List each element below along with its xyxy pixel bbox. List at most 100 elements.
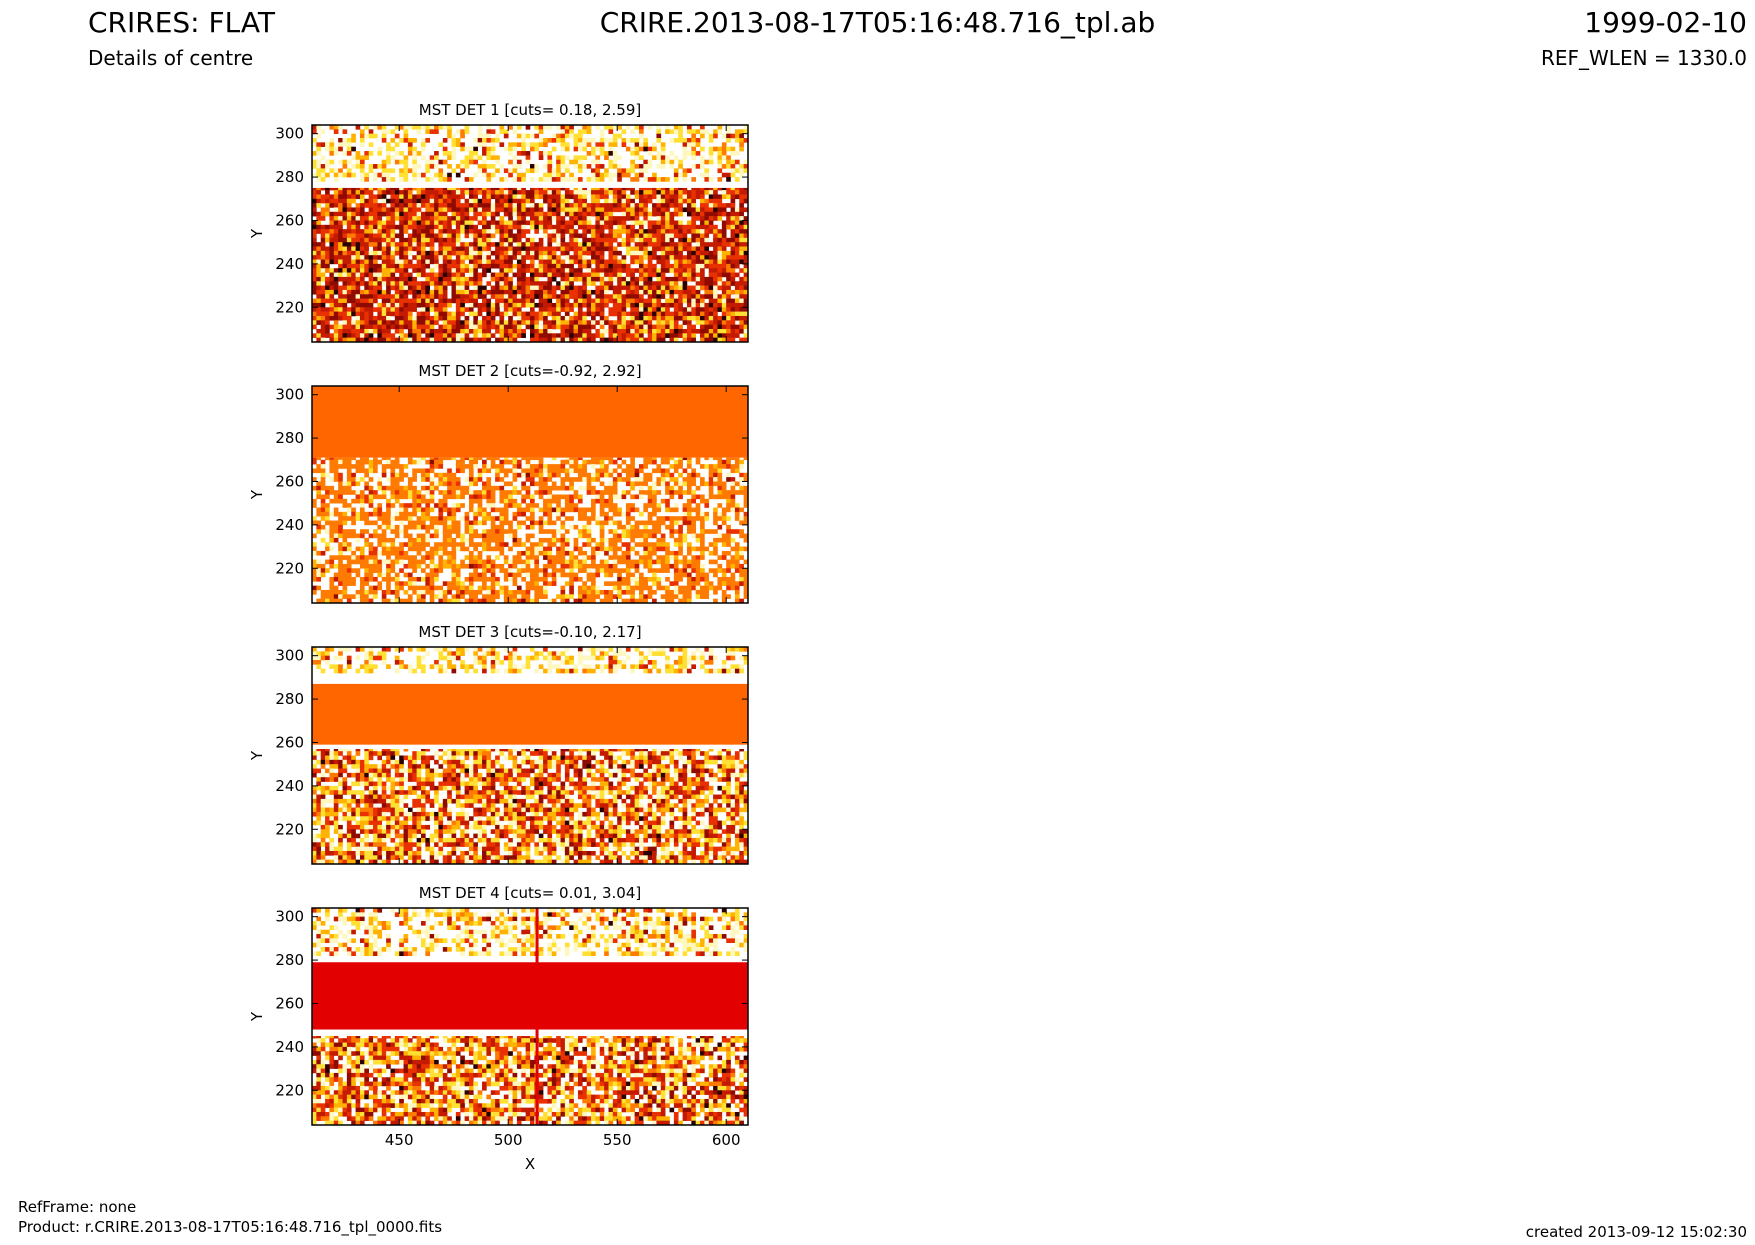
heatmap-cell bbox=[730, 187, 736, 191]
heatmap-cell bbox=[373, 328, 378, 334]
heatmap-cell bbox=[320, 255, 326, 260]
heatmap-cell bbox=[582, 516, 587, 521]
heatmap-cell bbox=[608, 320, 614, 325]
heatmap-cell bbox=[516, 285, 522, 291]
heatmap-cell bbox=[407, 250, 413, 256]
heatmap-cell bbox=[516, 172, 522, 178]
heatmap-cell bbox=[708, 220, 714, 226]
heatmap-cell bbox=[477, 272, 483, 278]
heatmap-cell bbox=[660, 211, 666, 217]
heatmap-cell bbox=[490, 494, 496, 500]
heatmap-cell bbox=[490, 242, 496, 247]
heatmap-cell bbox=[673, 203, 679, 208]
heatmap-cell bbox=[451, 151, 457, 156]
heatmap-cell bbox=[639, 220, 644, 226]
heatmap-cell bbox=[377, 229, 383, 234]
heatmap-cell bbox=[359, 159, 365, 165]
heatmap-cell bbox=[586, 320, 592, 325]
heatmap-cell bbox=[582, 229, 587, 234]
heatmap-cell bbox=[582, 507, 587, 513]
heatmap-cell bbox=[486, 207, 492, 213]
heatmap-cell bbox=[595, 498, 601, 504]
heatmap-cell bbox=[577, 307, 583, 312]
heatmap-cell bbox=[495, 259, 500, 265]
heatmap-cell bbox=[682, 511, 688, 517]
heatmap-cell bbox=[407, 289, 413, 295]
heatmap-cell bbox=[577, 138, 583, 143]
heatmap-cell bbox=[599, 187, 605, 191]
heatmap-cell bbox=[490, 276, 496, 282]
heatmap-cell bbox=[364, 177, 369, 182]
heatmap-cell bbox=[316, 294, 322, 299]
heatmap-cell bbox=[739, 276, 744, 282]
heatmap-cell bbox=[608, 263, 614, 269]
heatmap-cell bbox=[582, 142, 587, 147]
heatmap-cell bbox=[577, 272, 583, 278]
heatmap-cell bbox=[730, 194, 736, 200]
heatmap-cell bbox=[473, 190, 478, 195]
heatmap-cell bbox=[713, 285, 718, 291]
heatmap-cell bbox=[399, 168, 404, 174]
heatmap-cell bbox=[495, 255, 500, 260]
heatmap-cell bbox=[656, 255, 662, 260]
heatmap-cell bbox=[721, 133, 727, 139]
heatmap-cell bbox=[421, 259, 426, 265]
heatmap-cell bbox=[704, 457, 710, 461]
heatmap-cell bbox=[530, 187, 535, 191]
heatmap-cell bbox=[312, 302, 317, 308]
heatmap-cell bbox=[708, 281, 714, 286]
heatmap-cell bbox=[386, 477, 391, 482]
heatmap-cell bbox=[625, 294, 631, 299]
heatmap-cell bbox=[625, 146, 631, 152]
heatmap-cell bbox=[726, 307, 731, 312]
heatmap-cell bbox=[342, 459, 348, 465]
heatmap-cell bbox=[447, 255, 452, 260]
heatmap-cell bbox=[394, 289, 400, 295]
heatmap-cell bbox=[582, 468, 587, 474]
heatmap-cell bbox=[473, 490, 478, 495]
heatmap-cell bbox=[451, 233, 457, 239]
heatmap-cell bbox=[543, 246, 548, 252]
heatmap-cell bbox=[503, 472, 509, 478]
heatmap-cell bbox=[604, 187, 609, 191]
heatmap-cell bbox=[586, 177, 592, 182]
heatmap-cell bbox=[652, 307, 657, 312]
heatmap-cell bbox=[329, 298, 335, 304]
heatmap-cell bbox=[726, 159, 731, 165]
heatmap-cell bbox=[678, 255, 683, 260]
heatmap-cell bbox=[403, 276, 409, 282]
heatmap-cell bbox=[320, 324, 326, 330]
heatmap-cell bbox=[355, 237, 361, 243]
heatmap-cell bbox=[386, 155, 391, 161]
heatmap-cell bbox=[577, 457, 583, 461]
heatmap-cell bbox=[713, 224, 718, 230]
det-panel-2: MST DET 2 [cuts=-0.92, 2.92]220240260280… bbox=[248, 362, 749, 604]
heatmap-cell bbox=[591, 307, 596, 312]
heatmap-cell bbox=[726, 216, 731, 221]
heatmap-cell bbox=[621, 320, 627, 325]
heatmap-cell bbox=[516, 272, 522, 278]
heatmap-cell bbox=[325, 285, 330, 291]
heatmap-cell bbox=[665, 129, 670, 134]
heatmap-cell bbox=[673, 324, 679, 330]
heatmap-cell bbox=[455, 485, 461, 491]
heatmap-cell bbox=[639, 320, 644, 325]
heatmap-cell bbox=[569, 263, 574, 269]
heatmap-cell bbox=[390, 129, 396, 134]
heatmap-cell bbox=[678, 328, 683, 334]
heatmap-cell bbox=[482, 194, 487, 200]
heatmap-cell bbox=[503, 503, 509, 508]
heatmap-cell bbox=[429, 315, 435, 321]
heatmap-cell bbox=[595, 263, 601, 269]
heatmap-cell bbox=[734, 194, 740, 200]
heatmap-cell bbox=[399, 285, 404, 291]
heatmap-cell bbox=[643, 320, 649, 325]
heatmap-cell bbox=[460, 324, 465, 330]
heatmap-cell bbox=[556, 259, 561, 265]
heatmap-cell bbox=[686, 203, 692, 208]
heatmap-cell bbox=[477, 168, 483, 174]
heatmap-cell bbox=[390, 333, 396, 338]
heatmap-cell bbox=[512, 198, 518, 204]
heatmap-cell bbox=[346, 516, 352, 521]
heatmap-cell bbox=[521, 302, 526, 308]
